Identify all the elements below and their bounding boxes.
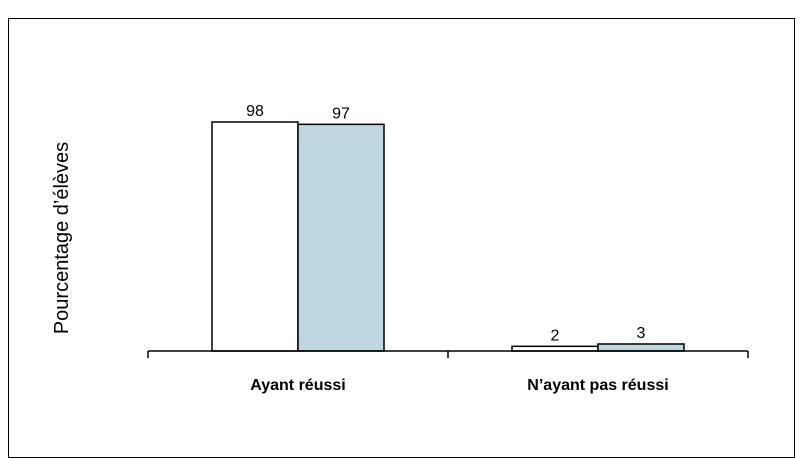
x-tick-label-2: N’ayant pas réussi bbox=[527, 377, 668, 394]
bar-1-2 bbox=[297, 123, 385, 352]
bar-2-2 bbox=[597, 343, 685, 352]
data-label-1-2: 97 bbox=[332, 105, 350, 122]
y-axis-label: Pourcentage d’élèves bbox=[51, 142, 73, 334]
bar-1-1 bbox=[211, 121, 299, 352]
data-label-1-1: 98 bbox=[246, 103, 264, 120]
data-label-2-1: 2 bbox=[551, 327, 560, 344]
x-tick-label-1: Ayant réussi bbox=[250, 377, 345, 394]
data-label-2-2: 3 bbox=[637, 325, 646, 342]
